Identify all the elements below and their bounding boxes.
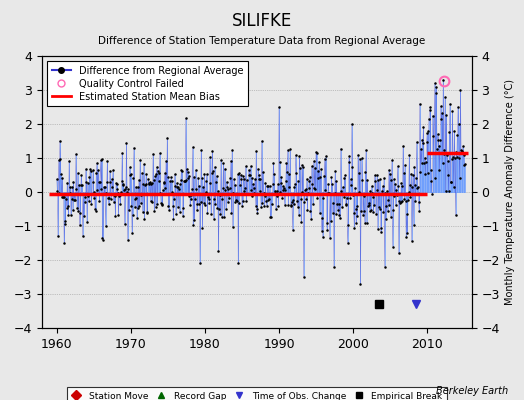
Y-axis label: Monthly Temperature Anomaly Difference (°C): Monthly Temperature Anomaly Difference (…: [505, 79, 515, 305]
Text: Berkeley Earth: Berkeley Earth: [436, 386, 508, 396]
Text: Difference of Station Temperature Data from Regional Average: Difference of Station Temperature Data f…: [99, 36, 425, 46]
Text: SILIFKE: SILIFKE: [232, 12, 292, 30]
Legend: Station Move, Record Gap, Time of Obs. Change, Empirical Break: Station Move, Record Gap, Time of Obs. C…: [67, 387, 447, 400]
